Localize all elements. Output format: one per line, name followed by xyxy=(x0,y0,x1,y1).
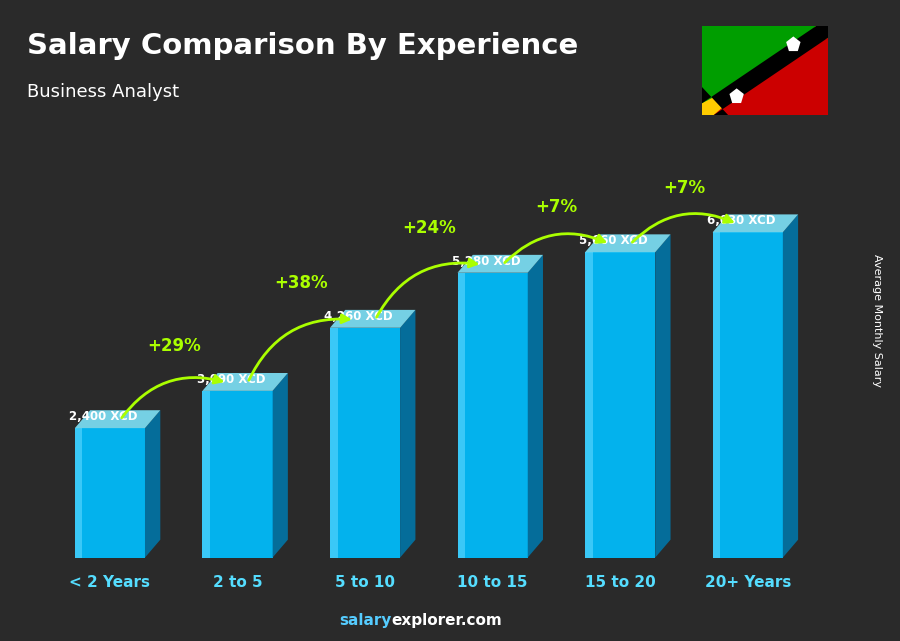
Polygon shape xyxy=(457,273,465,558)
Text: +7%: +7% xyxy=(663,178,705,197)
Polygon shape xyxy=(702,26,828,115)
Polygon shape xyxy=(202,391,210,558)
Text: +29%: +29% xyxy=(147,337,201,355)
Polygon shape xyxy=(713,214,798,232)
Text: +38%: +38% xyxy=(274,274,328,292)
Text: +24%: +24% xyxy=(402,219,455,237)
Polygon shape xyxy=(400,310,416,558)
Polygon shape xyxy=(457,273,527,558)
Polygon shape xyxy=(330,310,416,328)
Polygon shape xyxy=(330,328,400,558)
Polygon shape xyxy=(702,26,828,115)
Polygon shape xyxy=(145,410,160,558)
Polygon shape xyxy=(713,232,783,558)
Text: +7%: +7% xyxy=(536,199,578,217)
Polygon shape xyxy=(585,253,593,558)
Text: 3,090 XCD: 3,090 XCD xyxy=(197,373,266,386)
Text: salary: salary xyxy=(339,613,392,628)
Text: explorer.com: explorer.com xyxy=(392,613,502,628)
Polygon shape xyxy=(75,410,160,428)
Polygon shape xyxy=(702,26,828,115)
Polygon shape xyxy=(585,235,670,253)
Polygon shape xyxy=(273,373,288,558)
Polygon shape xyxy=(713,232,720,558)
Text: Salary Comparison By Experience: Salary Comparison By Experience xyxy=(27,32,578,60)
Polygon shape xyxy=(330,328,338,558)
Text: Business Analyst: Business Analyst xyxy=(27,83,179,101)
Polygon shape xyxy=(202,391,273,558)
Polygon shape xyxy=(457,255,543,273)
Text: 4,260 XCD: 4,260 XCD xyxy=(324,310,393,323)
Text: 5,280 XCD: 5,280 XCD xyxy=(452,255,520,268)
Text: Average Monthly Salary: Average Monthly Salary xyxy=(872,254,883,387)
Polygon shape xyxy=(730,88,743,103)
Polygon shape xyxy=(585,253,655,558)
Polygon shape xyxy=(75,428,145,558)
Polygon shape xyxy=(202,373,288,391)
Polygon shape xyxy=(655,235,670,558)
Text: 6,030 XCD: 6,030 XCD xyxy=(707,214,776,228)
Polygon shape xyxy=(702,26,828,115)
Polygon shape xyxy=(783,214,798,558)
Text: 2,400 XCD: 2,400 XCD xyxy=(69,410,138,423)
Polygon shape xyxy=(787,37,800,51)
Polygon shape xyxy=(527,255,543,558)
Polygon shape xyxy=(75,428,83,558)
Text: 5,660 XCD: 5,660 XCD xyxy=(580,235,648,247)
